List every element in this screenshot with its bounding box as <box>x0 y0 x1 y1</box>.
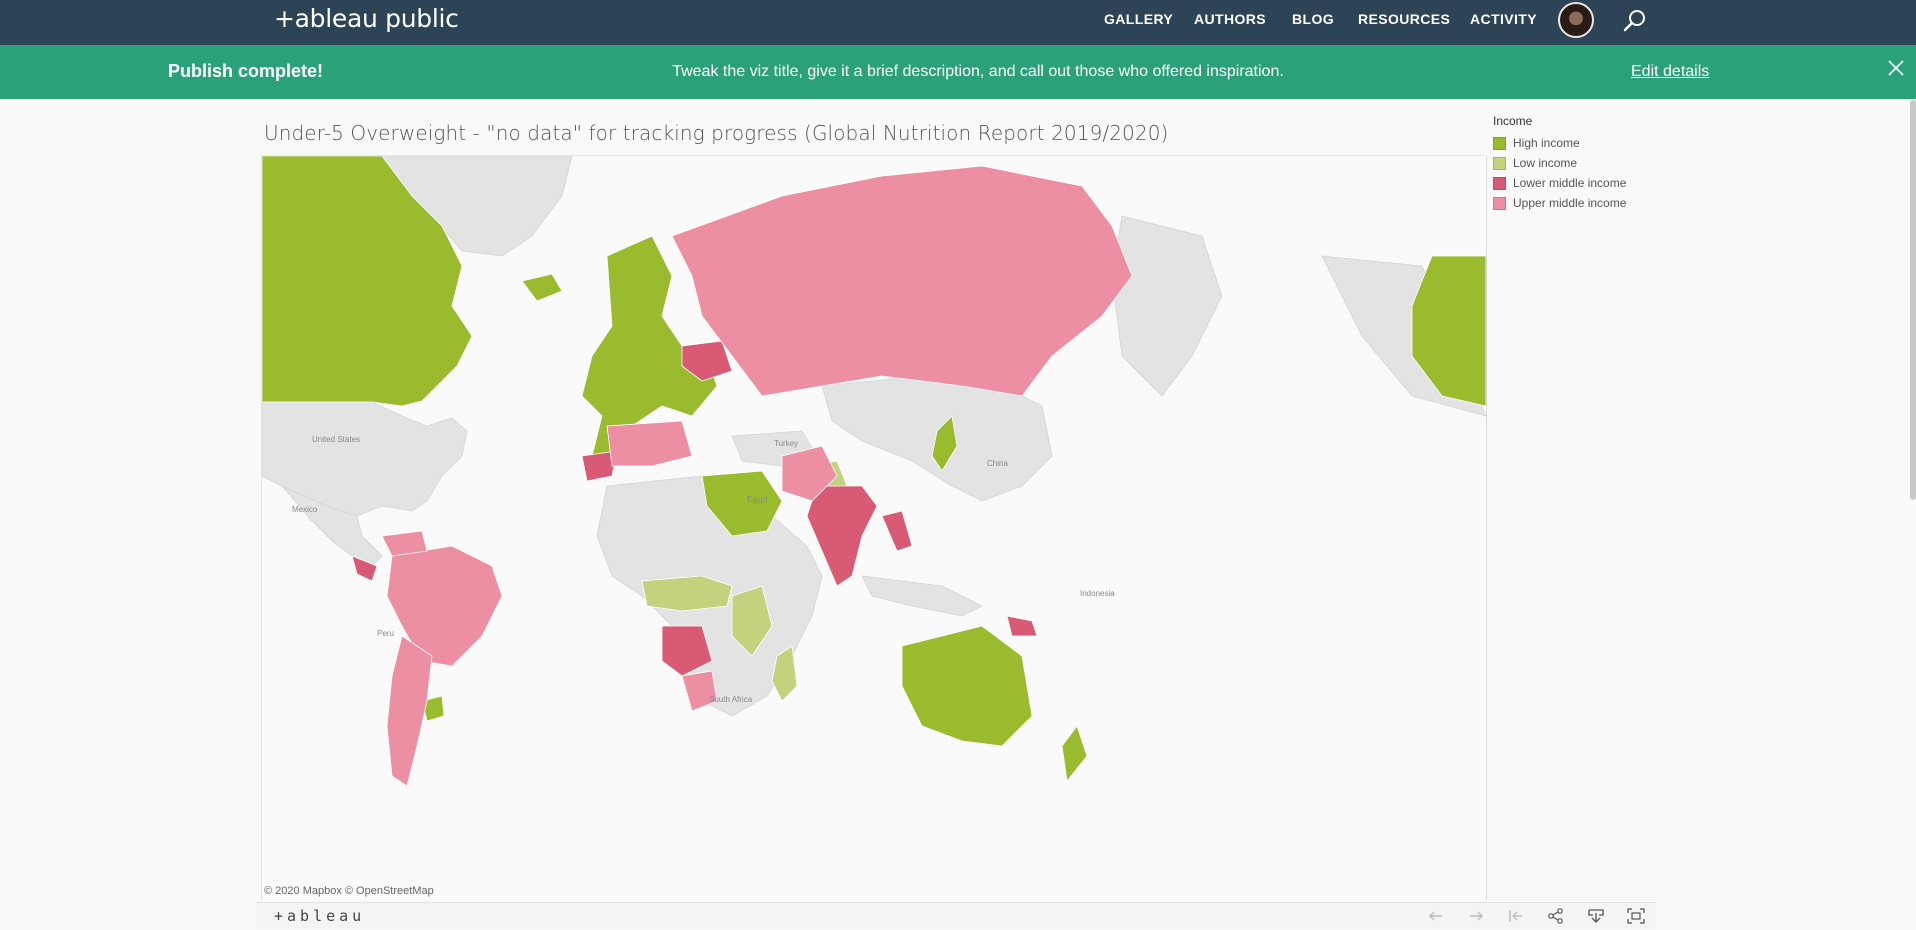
legend-label: Low income <box>1513 156 1578 170</box>
label-south-africa: South Africa <box>709 695 753 704</box>
label-indonesia: Indonesia <box>1080 589 1115 598</box>
legend-swatch <box>1493 176 1506 190</box>
legend-swatch <box>1493 136 1506 150</box>
page-scrollbar[interactable] <box>1910 100 1916 500</box>
download-icon[interactable] <box>1586 907 1606 925</box>
label-turkey: Turkey <box>774 439 798 448</box>
map-region-east-africa <box>731 585 773 657</box>
world-map[interactable]: United States Mexico Peru Turkey Egypt C… <box>261 156 1487 900</box>
legend-label: Lower middle income <box>1513 176 1627 190</box>
banner-message: Tweak the viz title, give it a brief des… <box>672 63 1284 80</box>
legend-item-low-income[interactable]: Low income <box>1493 153 1626 173</box>
nav-activity[interactable]: ACTIVITY <box>1470 11 1537 27</box>
map-region-venezuela <box>381 530 428 557</box>
map-region-india <box>806 485 878 587</box>
top-nav: +ableau public GALLERY AUTHORS BLOG RESO… <box>0 0 1916 45</box>
map-region-canada <box>262 156 473 407</box>
legend-item-upper-middle-income[interactable]: Upper middle income <box>1493 193 1626 213</box>
map-region-argentina <box>386 635 433 787</box>
map-region-uruguay <box>421 695 445 722</box>
map-region-east-asia <box>1111 215 1223 397</box>
map-region-australia <box>901 625 1033 747</box>
viz-title: Under-5 Overweight - "no data" for track… <box>264 121 1169 145</box>
map-region-russia <box>671 165 1133 397</box>
map-region-north-africa <box>606 420 693 467</box>
label-united-states: United States <box>312 435 360 444</box>
map-region-madagascar <box>771 645 798 702</box>
banner-title: Publish complete! <box>168 61 324 81</box>
redo-icon[interactable] <box>1466 907 1486 925</box>
label-china: China <box>987 459 1008 468</box>
search-icon[interactable] <box>1620 6 1650 36</box>
map-attribution: © 2020 Mapbox © OpenStreetMap <box>264 885 434 897</box>
income-legend: Income High income Low income Lower midd… <box>1493 114 1626 213</box>
label-mexico: Mexico <box>292 505 318 514</box>
legend-item-lower-middle-income[interactable]: Lower middle income <box>1493 173 1626 193</box>
map-region-iceland <box>521 273 563 302</box>
close-icon[interactable] <box>1886 58 1906 78</box>
map-region-se-asia-lmi <box>881 510 913 552</box>
legend-label: High income <box>1513 136 1580 150</box>
share-icon[interactable] <box>1546 907 1566 925</box>
map-region-ukraine <box>681 340 733 382</box>
legend-title: Income <box>1493 114 1533 128</box>
viz-toolbar: +ableau <box>256 902 1656 929</box>
edit-details-link[interactable]: Edit details <box>1631 63 1710 80</box>
map-region-indonesia <box>861 575 983 617</box>
map-region-south-africa <box>681 670 718 712</box>
tableau-toolbar-logo[interactable]: +ableau <box>274 907 366 925</box>
nav-authors[interactable]: AUTHORS <box>1194 11 1267 27</box>
fullscreen-icon[interactable] <box>1626 907 1646 925</box>
map-region-europe <box>581 235 718 467</box>
label-peru: Peru <box>377 629 394 638</box>
map-region-japan <box>931 415 958 472</box>
legend-item-high-income[interactable]: High income <box>1493 133 1626 153</box>
title-divider <box>261 155 1485 156</box>
map-region-saudi-arabia <box>701 470 783 537</box>
nav-gallery[interactable]: GALLERY <box>1104 11 1174 27</box>
legend-label: Upper middle income <box>1513 196 1627 210</box>
map-region-morocco <box>581 450 618 482</box>
label-egypt: Egypt <box>747 495 768 504</box>
map-region-southern-africa <box>661 625 713 677</box>
map-region-alaska <box>1411 255 1486 407</box>
nav-resources[interactable]: RESOURCES <box>1358 11 1451 27</box>
map-region-central-america <box>351 555 378 582</box>
map-region-png <box>1006 615 1038 637</box>
legend-swatch <box>1493 156 1506 170</box>
tableau-public-logo[interactable]: +ableau public <box>274 4 459 33</box>
undo-icon[interactable] <box>1426 907 1446 925</box>
publish-banner: Publish complete! Tweak the viz title, g… <box>0 45 1916 99</box>
nav-blog[interactable]: BLOG <box>1292 11 1335 27</box>
map-region-sahel <box>641 575 733 612</box>
user-avatar[interactable] <box>1558 2 1594 38</box>
map-region-new-zealand <box>1061 725 1088 782</box>
map-region-mexico <box>281 485 383 567</box>
map-region-brazil <box>386 545 503 667</box>
map-region-iran <box>781 445 838 502</box>
revert-icon[interactable] <box>1506 907 1526 925</box>
legend-swatch <box>1493 196 1506 210</box>
